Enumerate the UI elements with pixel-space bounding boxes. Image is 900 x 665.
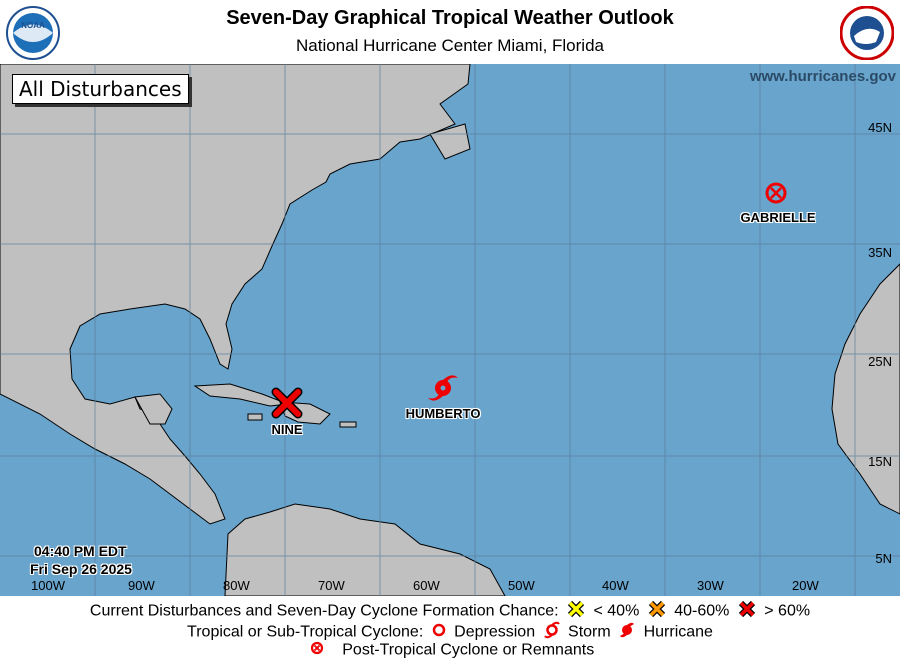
storm-icon	[543, 621, 560, 644]
system-label-humberto[interactable]: HUMBERTO	[405, 406, 481, 421]
lon-label: 20W	[792, 578, 819, 593]
yellow-x-icon	[567, 600, 585, 623]
yucatan	[134, 393, 173, 425]
legend-post-tropical-label: Post-Tropical Cyclone or Remnants	[342, 641, 595, 659]
legend-label: Current Disturbances and Seven-Day Cyclo…	[89, 602, 559, 620]
legend-low: < 40%	[593, 602, 640, 620]
page-subtitle: National Hurricane Center Miami, Florida	[295, 36, 604, 55]
system-label-gabrielle[interactable]: GABRIELLE	[740, 210, 816, 225]
puerto-rico	[339, 421, 357, 428]
website-link[interactable]: www.hurricanes.gov	[749, 68, 896, 85]
outlook-map	[0, 64, 900, 596]
orange-x-icon	[648, 600, 666, 623]
legend-hurricane: Hurricane	[643, 623, 713, 641]
north-america	[0, 64, 471, 525]
system-label-nine[interactable]: NINE	[271, 422, 303, 437]
legend-cyclone-types: Tropical or Sub-Tropical Cyclone: Depres…	[0, 621, 900, 644]
lat-label: 35N	[868, 245, 892, 260]
legend-label: Tropical or Sub-Tropical Cyclone:	[187, 623, 424, 641]
newfoundland	[429, 123, 471, 160]
lat-label: 25N	[868, 354, 892, 369]
legend-medium: 40-60%	[674, 602, 730, 620]
issue-time: 04:40 PM EDT	[34, 543, 127, 559]
legend-post-tropical: Post-Tropical Cyclone or Remnants	[0, 641, 900, 660]
lon-label: 40W	[602, 578, 629, 593]
humberto-marker[interactable]	[428, 375, 458, 401]
noaa-logo: NOAA	[6, 6, 60, 60]
hurricane-icon	[619, 621, 635, 644]
lon-label: 80W	[223, 578, 250, 593]
legend-storm: Storm	[568, 623, 611, 641]
page-title: Seven-Day Graphical Tropical Weather Out…	[226, 7, 674, 29]
issue-date: Fri Sep 26 2025	[30, 561, 132, 577]
africa	[831, 263, 900, 515]
depression-icon	[432, 623, 446, 642]
south-america	[224, 503, 506, 596]
lat-label: 45N	[868, 120, 892, 135]
legend-depression: Depression	[454, 623, 536, 641]
lon-label: 70W	[318, 578, 345, 593]
svg-text:NOAA: NOAA	[21, 21, 45, 30]
nine-marker[interactable]	[271, 387, 303, 419]
panel-label: All Disturbances	[12, 74, 189, 104]
nws-logo	[840, 6, 894, 60]
circle-x-icon	[310, 641, 324, 660]
gabrielle-marker[interactable]	[765, 182, 787, 204]
lon-label: 90W	[128, 578, 155, 593]
red-x-icon	[738, 600, 756, 623]
circle-x-icon	[765, 182, 787, 204]
lon-label: 60W	[413, 578, 440, 593]
lon-label: 50W	[508, 578, 535, 593]
lat-label: 5N	[875, 551, 892, 566]
red-x-icon	[273, 389, 301, 417]
lat-label: 15N	[868, 454, 892, 469]
legend-formation-chance: Current Disturbances and Seven-Day Cyclo…	[0, 600, 900, 623]
graticule	[0, 64, 900, 596]
lon-label: 100W	[31, 578, 65, 593]
lon-label: 30W	[697, 578, 724, 593]
jamaica	[247, 413, 263, 421]
legend-high: > 60%	[764, 602, 811, 620]
